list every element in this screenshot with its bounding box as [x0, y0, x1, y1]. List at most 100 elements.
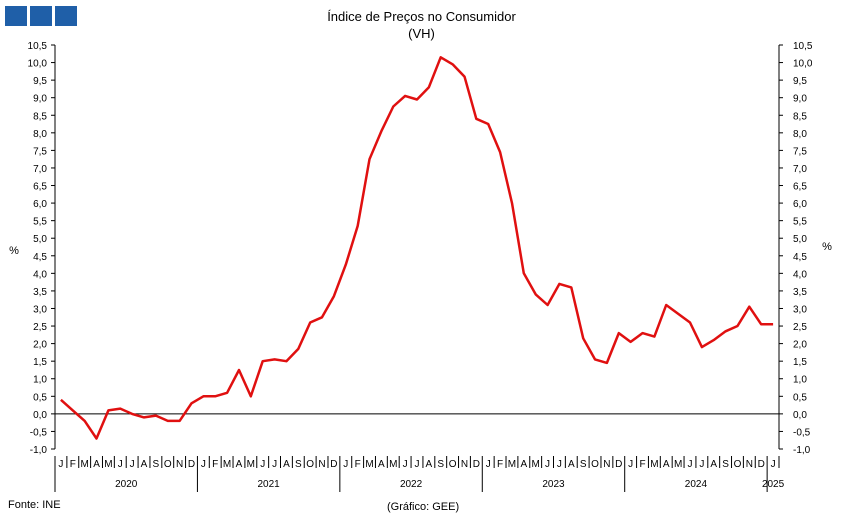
data-point: [749, 306, 750, 307]
data-point: [594, 359, 595, 360]
right-y-tick-label: 10,5: [793, 41, 813, 52]
data-point: [286, 361, 287, 362]
month-tick-label: F: [355, 459, 361, 470]
data-point: [713, 339, 714, 340]
left-y-tick-label: 4,0: [33, 269, 47, 280]
left-y-tick-label: 8,5: [33, 111, 47, 122]
data-point: [583, 338, 584, 339]
month-tick-label: M: [650, 459, 658, 470]
month-tick-label: D: [188, 459, 195, 470]
left-y-tick-label: 1,0: [33, 375, 47, 386]
data-point: [393, 106, 394, 107]
month-tick-label: M: [81, 459, 89, 470]
data-point: [167, 420, 168, 421]
data-point: [333, 296, 334, 297]
month-tick-label: F: [212, 459, 218, 470]
right-y-tick-label: 9,0: [793, 94, 807, 105]
data-point: [274, 359, 275, 360]
data-point: [357, 225, 358, 226]
month-tick-label: J: [343, 459, 348, 470]
month-tick-label: F: [70, 459, 76, 470]
data-point: [547, 304, 548, 305]
left-y-tick-label: 10,0: [28, 59, 48, 70]
data-point: [250, 396, 251, 397]
month-tick-label: O: [306, 459, 314, 470]
data-point: [203, 396, 204, 397]
data-point: [84, 420, 85, 421]
chart-subtitle: (VH): [408, 26, 435, 41]
month-tick-label: A: [663, 459, 670, 470]
data-point: [571, 287, 572, 288]
year-label: 2025: [762, 479, 785, 490]
right-y-tick-label: -0,5: [793, 427, 811, 438]
month-tick-label: A: [283, 459, 290, 470]
data-point: [72, 410, 73, 411]
data-point: [405, 95, 406, 96]
right-y-tick-label: 4,0: [793, 269, 807, 280]
data-point: [725, 331, 726, 332]
data-point: [262, 361, 263, 362]
graphic-credit: (Gráfico: GEE): [387, 501, 460, 513]
year-label: 2020: [115, 479, 138, 490]
year-label: 2024: [685, 479, 708, 490]
month-tick-label: J: [272, 459, 277, 470]
data-point: [630, 341, 631, 342]
data-point: [737, 325, 738, 326]
data-point: [428, 87, 429, 88]
month-tick-label: A: [93, 459, 100, 470]
series-line: [60, 56, 774, 440]
data-point: [761, 324, 762, 325]
logo-block-2: [30, 6, 52, 26]
right-y-tick-label: 8,5: [793, 111, 807, 122]
month-tick-label: O: [734, 459, 742, 470]
month-tick-label: D: [758, 459, 765, 470]
month-tick-label: O: [449, 459, 457, 470]
data-point: [120, 408, 121, 409]
month-tick-label: M: [247, 459, 255, 470]
right-y-tick-label: 5,5: [793, 217, 807, 228]
month-tick-label: N: [176, 459, 183, 470]
right-y-tick-label: 2,5: [793, 322, 807, 333]
data-point: [215, 396, 216, 397]
left-y-tick-label: 10,5: [28, 41, 48, 52]
data-point: [689, 322, 690, 323]
month-tick-label: A: [710, 459, 717, 470]
month-tick-label: D: [330, 459, 337, 470]
data-point: [452, 64, 453, 65]
month-tick-label: J: [771, 459, 776, 470]
left-y-tick-label: -1,0: [30, 445, 48, 456]
data-point: [155, 415, 156, 416]
right-y-tick-label: 9,5: [793, 76, 807, 87]
year-label: 2021: [258, 479, 281, 490]
month-tick-label: J: [687, 459, 692, 470]
month-tick-label: S: [295, 459, 302, 470]
month-tick-label: A: [568, 459, 575, 470]
data-point: [238, 369, 239, 370]
month-tick-label: D: [615, 459, 622, 470]
month-tick-label: M: [365, 459, 373, 470]
month-tick-label: A: [378, 459, 385, 470]
left-y-tick-label: 4,5: [33, 252, 47, 263]
data-point: [108, 410, 109, 411]
right-y-tick-label: 0,5: [793, 392, 807, 403]
right-y-tick-label: 4,5: [793, 252, 807, 263]
data-point: [191, 403, 192, 404]
left-y-tick-label: 1,5: [33, 357, 47, 368]
month-tick-label: J: [699, 459, 704, 470]
month-tick-label: M: [389, 459, 397, 470]
data-point: [654, 336, 655, 337]
month-tick-label: A: [426, 459, 433, 470]
month-tick-label: N: [603, 459, 610, 470]
right-y-tick-label: -1,0: [793, 445, 811, 456]
data-point: [310, 322, 311, 323]
left-y-tick-label: 6,5: [33, 182, 47, 193]
data-point: [143, 417, 144, 418]
data-point: [179, 420, 180, 421]
right-y-tick-label: 2,0: [793, 340, 807, 351]
left-y-tick-label: 0,0: [33, 410, 47, 421]
data-point: [642, 332, 643, 333]
left-y-tick-label: 2,0: [33, 340, 47, 351]
year-label: 2023: [542, 479, 565, 490]
data-point: [523, 273, 524, 274]
right-y-tick-label: 7,0: [793, 164, 807, 175]
